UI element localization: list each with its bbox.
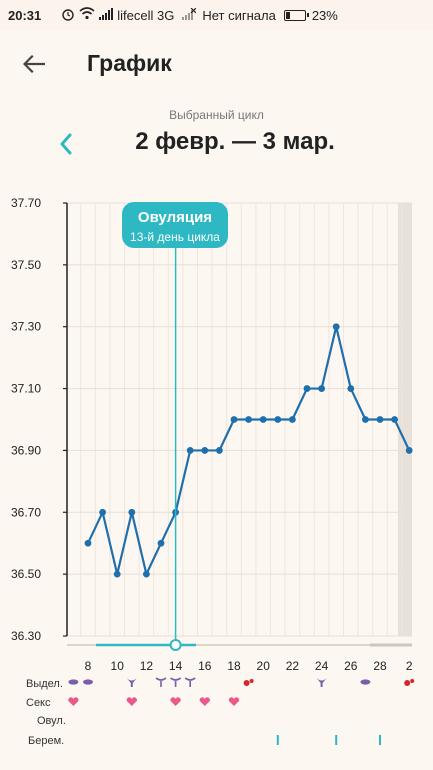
temperature-point xyxy=(245,416,253,423)
temperature-point xyxy=(332,323,340,331)
x-tick-label: 18 xyxy=(227,659,241,673)
discharge-drop-icon xyxy=(360,679,371,685)
current-day-column xyxy=(398,203,412,636)
temperature-point xyxy=(318,385,325,392)
carrier-label: lifecell 3G xyxy=(117,7,175,23)
x-tick-label: 16 xyxy=(198,659,212,673)
x-tick-label: 14 xyxy=(169,659,183,673)
back-button[interactable] xyxy=(18,48,50,80)
y-tick-label: 36.90 xyxy=(11,443,41,457)
chart-grid xyxy=(67,202,412,646)
signal-icon xyxy=(99,7,114,23)
no-signal-label: Нет сигнала xyxy=(202,7,276,23)
temperature-point xyxy=(376,416,384,423)
chart-scrollbar[interactable] xyxy=(96,639,412,651)
ovulation-subtitle: 13-й день цикла xyxy=(130,230,220,244)
status-notification-icons xyxy=(61,7,114,24)
page-title: График xyxy=(87,50,172,76)
discharge-cream-icon xyxy=(126,678,137,687)
temperature-point xyxy=(303,385,311,392)
temperature-point xyxy=(405,447,413,454)
battery-percent: 23% xyxy=(311,7,338,23)
cycle-caption: Выбранный цикл xyxy=(169,108,264,122)
x-tick-label: 22 xyxy=(286,659,300,673)
status-bar: 20:31 lifecell 3G Нет сигнала 23% xyxy=(0,0,433,30)
x-tick-label: 10 xyxy=(111,659,125,673)
battery-level xyxy=(285,11,290,19)
alarm-icon xyxy=(61,7,75,24)
chevron-left-icon xyxy=(60,133,72,155)
ovulation-marker[interactable]: Овуляция 13-й день цикла xyxy=(122,202,228,645)
y-axis-ticks: 37.70 37.50 37.30 37.10 36.90 36.70 36.50 36.30 xyxy=(11,196,68,643)
wifi-icon xyxy=(79,7,95,23)
discharge-eggwhite-icon xyxy=(184,677,196,687)
temperature-point xyxy=(113,570,121,578)
symptom-markers xyxy=(68,677,415,745)
status-time: 20:31 xyxy=(8,7,42,23)
x-tick-label: 20 xyxy=(257,659,271,673)
temperature-point xyxy=(143,570,150,578)
heart-icon xyxy=(170,697,181,706)
symptom-rows: Выдел. Секс Овул. Берем. xyxy=(26,678,66,747)
row-label-discharge: Выдел. xyxy=(26,678,63,690)
y-tick-label: 36.30 xyxy=(11,629,41,643)
x-axis-ticks: 8 10 12 14 16 18 20 22 24 26 28 2 xyxy=(85,659,413,673)
temperature-point xyxy=(186,447,194,454)
app-bar: График xyxy=(0,30,433,98)
temperature-point xyxy=(201,447,209,454)
cycle-range: 2 февр. — 3 мар. xyxy=(135,128,335,155)
y-tick-label: 37.50 xyxy=(11,258,41,272)
discharge-drop-icon xyxy=(68,679,79,685)
ovulation-bubble[interactable] xyxy=(122,202,228,248)
temperature-point xyxy=(259,416,267,423)
temperature-point xyxy=(347,385,355,392)
temperature-point xyxy=(230,416,238,423)
temperature-point xyxy=(128,508,136,516)
heart-icon xyxy=(126,697,137,706)
y-tick-label: 37.10 xyxy=(11,382,41,396)
row-label-pregnancy: Берем. xyxy=(28,735,64,747)
heart-icon xyxy=(199,697,210,706)
y-tick-label: 36.70 xyxy=(11,505,41,519)
x-tick-label: 28 xyxy=(373,659,387,673)
blood-drop-icon xyxy=(243,680,250,686)
temperature-point xyxy=(157,539,165,547)
temperature-point xyxy=(216,447,223,454)
battery-icon xyxy=(283,9,309,21)
temperature-point xyxy=(391,416,398,423)
scrollbar-thumb xyxy=(169,639,182,651)
x-tick-label: 24 xyxy=(315,659,329,673)
x-tick-label: 8 xyxy=(85,659,92,673)
discharge-eggwhite-icon xyxy=(155,677,167,687)
temperature-point xyxy=(99,508,106,516)
y-tick-label: 37.70 xyxy=(11,196,41,210)
blood-drop-icon xyxy=(404,680,411,686)
y-tick-label: 36.50 xyxy=(11,567,41,581)
row-label-sex: Секс xyxy=(26,697,51,709)
x-tick-label: 12 xyxy=(140,659,154,673)
temperature-point xyxy=(289,416,296,423)
temperature-point xyxy=(362,416,369,423)
blood-drop-icon xyxy=(249,679,254,683)
x-tick-label: 26 xyxy=(344,659,358,673)
y-tick-label: 37.30 xyxy=(11,320,41,334)
temperature-points xyxy=(84,323,413,578)
row-label-ovulation: Овул. xyxy=(37,715,66,727)
temperature-point xyxy=(274,416,282,423)
previous-cycle-button[interactable] xyxy=(52,128,80,160)
no-signal-icon xyxy=(182,7,197,23)
discharge-cream-icon xyxy=(316,678,327,687)
x-tick-label: 2 xyxy=(406,659,413,673)
temperature-point xyxy=(84,539,92,547)
temperature-chart[interactable]: 37.70 37.50 37.30 37.10 36.90 36.70 36.50 36.30… xyxy=(0,190,433,765)
arrow-left-icon xyxy=(23,55,45,73)
blood-drop-icon xyxy=(410,679,415,683)
discharge-drop-icon xyxy=(83,679,93,685)
heart-icon xyxy=(68,697,79,706)
heart-icon xyxy=(228,697,240,706)
discharge-eggwhite-icon xyxy=(170,677,182,687)
ovulation-title: Овуляция xyxy=(138,209,212,226)
